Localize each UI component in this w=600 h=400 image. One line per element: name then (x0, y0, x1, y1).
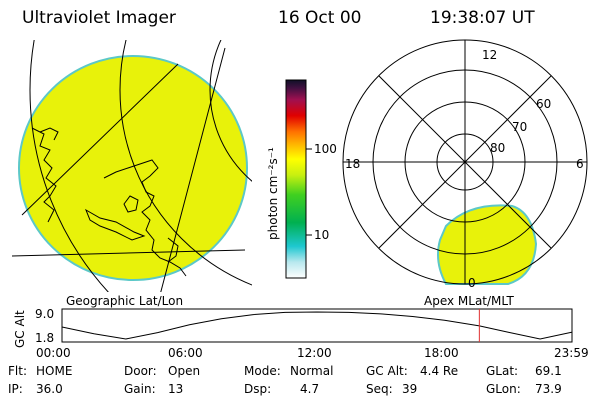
status-door-label: Door: (124, 364, 157, 378)
alt-ylabel: GC Alt (13, 310, 27, 348)
coastline (31, 127, 57, 223)
mlt-label-6: 6 (576, 157, 584, 171)
status-door-value: Open (168, 364, 201, 378)
geographic-image-panel (12, 40, 252, 292)
alt-xtick-1800: 18:00 (424, 346, 459, 360)
alt-ytick-high: 9.0 (35, 307, 54, 321)
geo-panel-caption: Geographic Lat/Lon (66, 294, 183, 308)
alt-xtick-0600: 06:00 (168, 346, 203, 360)
geo-lat-circle (29, 40, 109, 292)
geo-lat-circle (119, 40, 252, 286)
status-glat-label: GLat: (486, 364, 519, 378)
status-seq-label: Seq: (366, 382, 393, 396)
alt-ytick-low: 1.8 (35, 331, 54, 345)
status-gcalt-label: GC Alt: (366, 364, 408, 378)
coastline (123, 195, 139, 213)
polar-panel-caption: Apex MLat/MLT (424, 294, 514, 308)
status-flight-value: HOME (36, 364, 73, 378)
geo-meridian-line (160, 47, 226, 292)
status-glon-label: GLon: (486, 382, 521, 396)
colorbar-tick-10: 10 (314, 228, 329, 242)
status-gcalt-value: 4.4 Re (420, 364, 459, 378)
alt-xtick-1200: 12:00 (297, 346, 332, 360)
status-ip-value: 36.0 (36, 382, 63, 396)
altitude-curve (61, 311, 572, 340)
colorbar: 100 10 photon cm⁻²s⁻¹ (266, 79, 337, 279)
coastline (85, 208, 146, 241)
status-seq-value: 39 (402, 382, 418, 396)
mlat-label-80: 80 (490, 141, 505, 155)
alt-xtick-2359: 23:59 (554, 346, 589, 360)
mlt-meridian (378, 75, 552, 249)
colorbar-tick-100: 100 (314, 142, 337, 156)
geo-meridian-line (21, 63, 179, 216)
status-gain-label: Gain: (124, 382, 156, 396)
image-time: 19:38:07 UT (430, 8, 535, 28)
mlt-label-0: 0 (468, 276, 476, 290)
altitude-plot: 9.0 1.8 GC Alt 00:00 06:00 12:00 18:00 2… (13, 307, 589, 360)
colorbar-scale (285, 79, 307, 279)
status-mode-label: Mode: (244, 364, 281, 378)
status-glon-value: 73.9 (535, 382, 562, 396)
coastline (167, 237, 179, 263)
geo-meridian-line (12, 249, 246, 257)
polar-auroral-oval (437, 204, 538, 285)
status-flight-label: Flt: (8, 364, 27, 378)
mlt-label-12: 12 (482, 48, 497, 62)
status-dsp-label: Dsp: (244, 382, 272, 396)
mlat-label-70: 70 (512, 120, 527, 134)
instrument-title: Ultraviolet Imager (22, 8, 176, 28)
status-glat-value: 69.1 (535, 364, 562, 378)
status-ip-label: IP: (8, 382, 23, 396)
altitude-plot-frame (61, 308, 573, 343)
coastline (39, 127, 59, 141)
mlt-label-18: 18 (345, 157, 360, 171)
image-date: 16 Oct 00 (278, 8, 362, 28)
polar-image-panel: 12 18 6 0 60 70 80 (342, 39, 588, 290)
status-mode-value: Normal (290, 364, 334, 378)
mlat-label-60: 60 (536, 97, 551, 111)
alt-xtick-0000: 00:00 (36, 346, 71, 360)
geo-auroral-image (18, 55, 248, 281)
colorbar-unit-label: photon cm⁻²s⁻¹ (266, 147, 280, 240)
coastline (103, 159, 187, 277)
status-dsp-value: 4.7 (300, 382, 320, 396)
geo-lat-circle (209, 40, 252, 182)
status-gain-value: 13 (168, 382, 184, 396)
